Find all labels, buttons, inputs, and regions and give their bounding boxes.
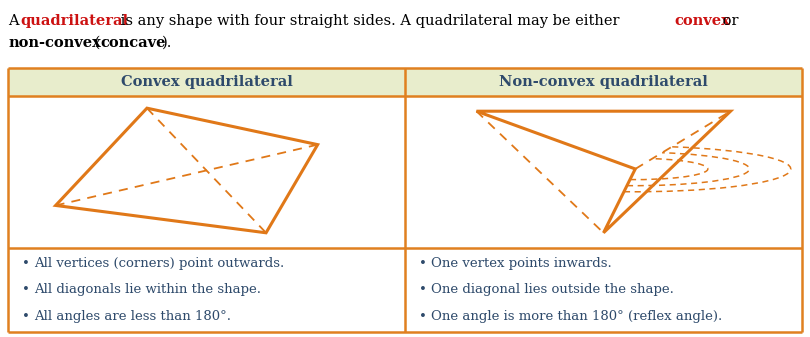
Text: All diagonals lie within the shape.: All diagonals lie within the shape. bbox=[34, 283, 261, 297]
Text: concave: concave bbox=[100, 36, 165, 50]
Text: All vertices (corners) point outwards.: All vertices (corners) point outwards. bbox=[34, 256, 284, 270]
Text: •: • bbox=[419, 310, 427, 324]
Text: •: • bbox=[22, 283, 30, 297]
Text: or: or bbox=[718, 14, 739, 28]
Text: •: • bbox=[22, 256, 30, 270]
Text: non-convex: non-convex bbox=[8, 36, 101, 50]
Bar bbox=[8, 68, 802, 332]
Text: Convex quadrilateral: Convex quadrilateral bbox=[121, 75, 292, 89]
Bar bbox=[8, 68, 405, 96]
Text: One diagonal lies outside the shape.: One diagonal lies outside the shape. bbox=[431, 283, 674, 297]
Text: A: A bbox=[8, 14, 23, 28]
Text: Non-convex quadrilateral: Non-convex quadrilateral bbox=[499, 75, 708, 89]
Text: •: • bbox=[419, 256, 427, 270]
Text: is any shape with four straight sides. A quadrilateral may be either: is any shape with four straight sides. A… bbox=[116, 14, 625, 28]
Text: (: ( bbox=[90, 36, 100, 50]
Text: convex: convex bbox=[674, 14, 730, 28]
Text: One vertex points inwards.: One vertex points inwards. bbox=[431, 256, 612, 270]
Text: One angle is more than 180° (reflex angle).: One angle is more than 180° (reflex angl… bbox=[431, 310, 723, 324]
Bar bbox=[405, 68, 802, 96]
Text: All angles are less than 180°.: All angles are less than 180°. bbox=[34, 310, 231, 324]
Text: ).: ). bbox=[162, 36, 173, 50]
Text: quadrilateral: quadrilateral bbox=[20, 14, 128, 28]
Text: •: • bbox=[419, 283, 427, 297]
Text: •: • bbox=[22, 310, 30, 324]
